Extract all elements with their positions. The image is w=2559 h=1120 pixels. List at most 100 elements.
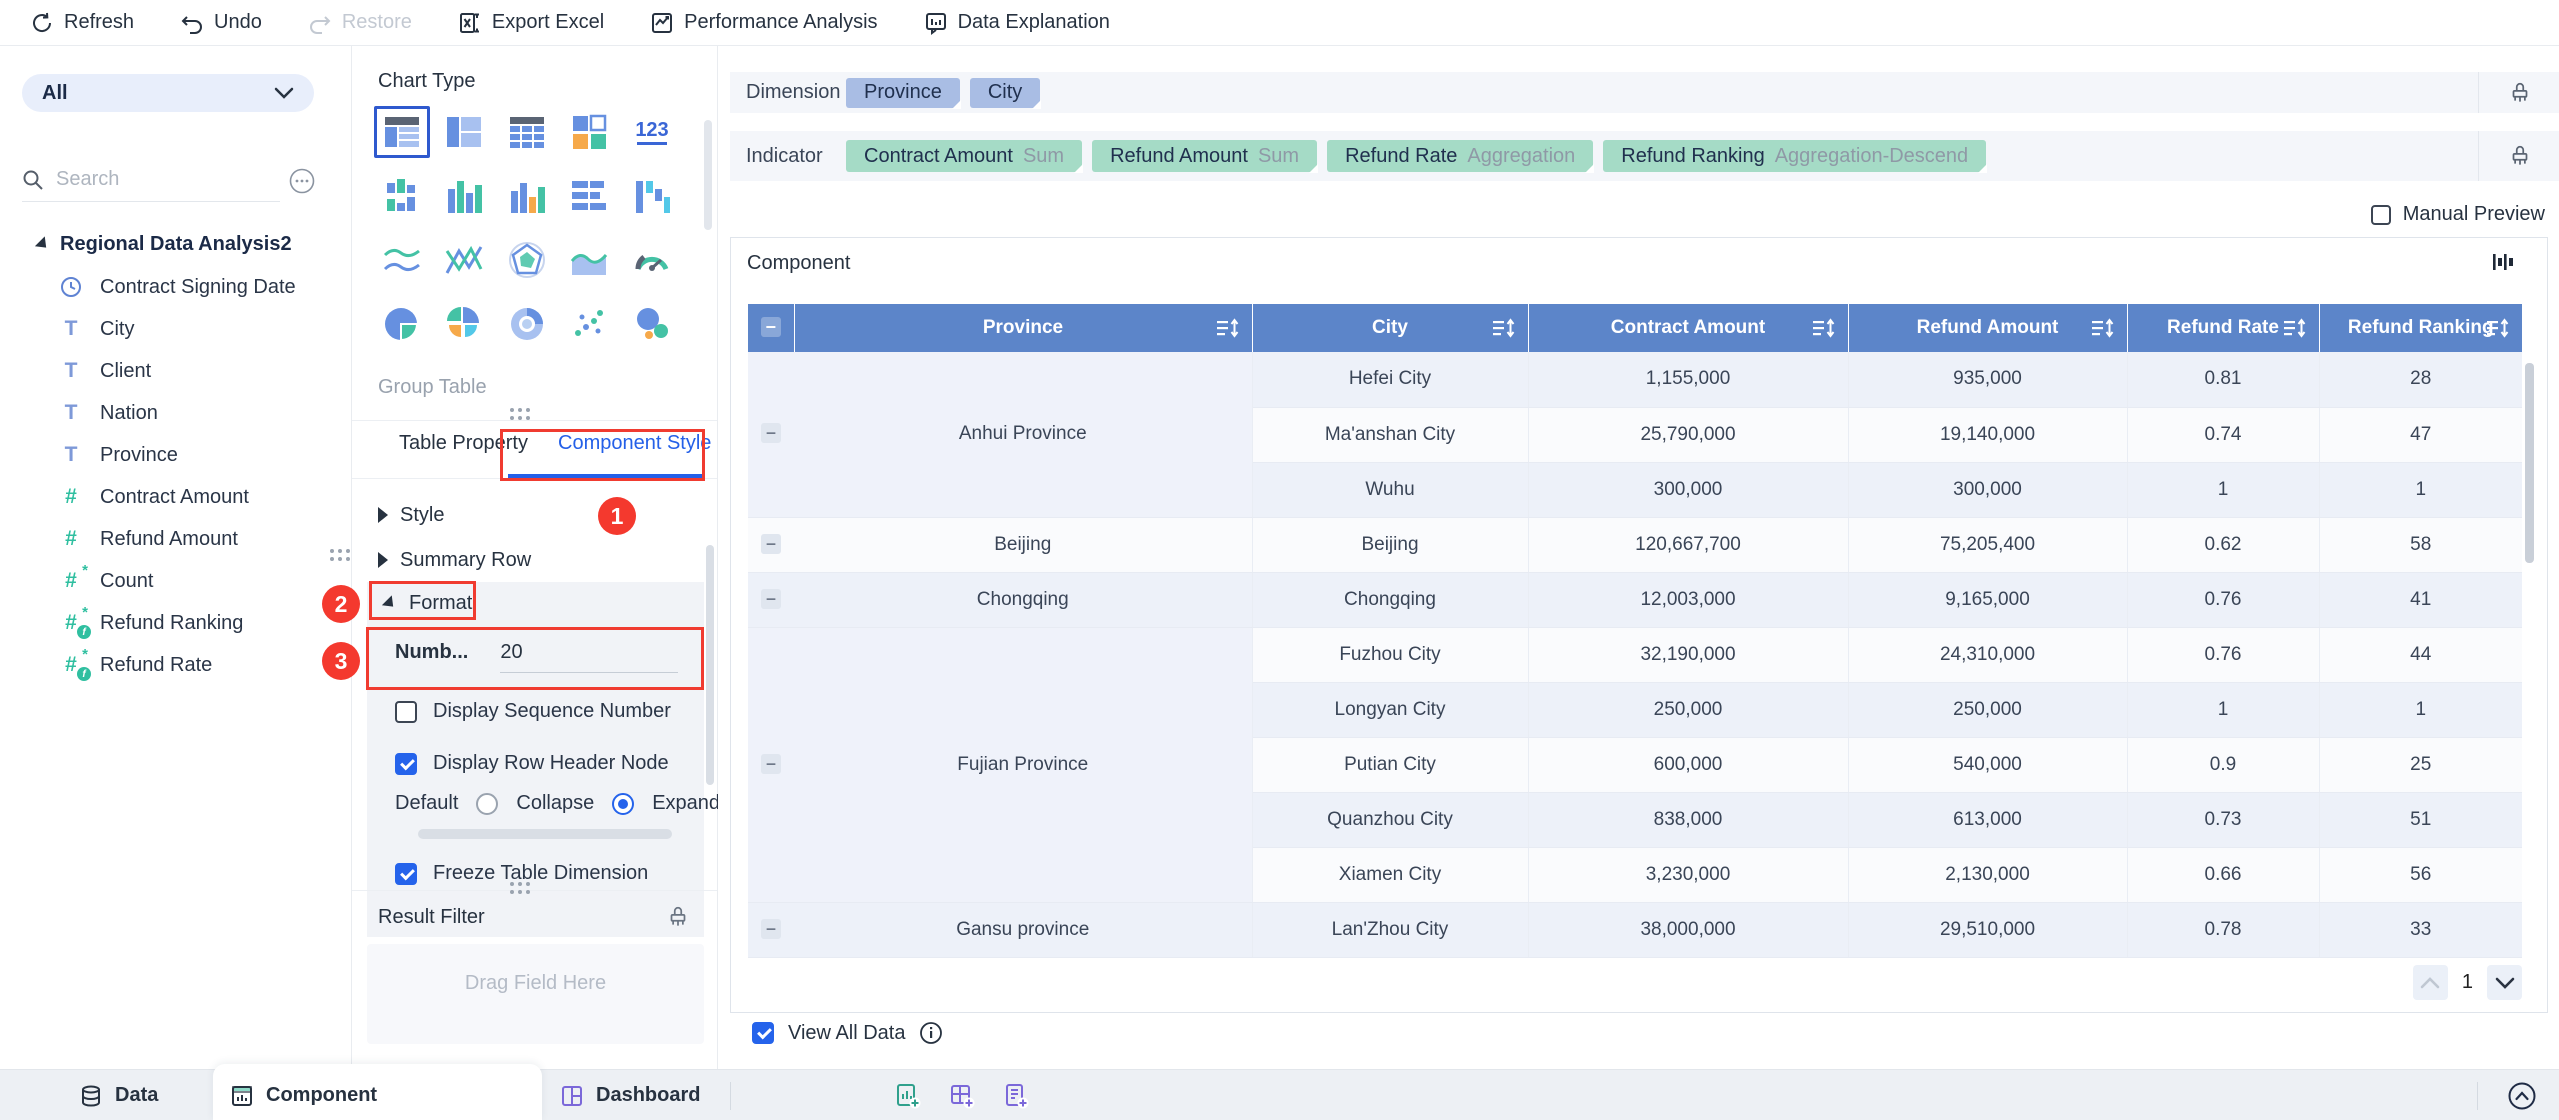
tab-component[interactable]: Component — [230, 1070, 377, 1120]
field-item-city[interactable]: T City — [36, 308, 341, 350]
search-more-icon[interactable] — [289, 168, 315, 194]
field-filter-dropdown[interactable]: All — [22, 74, 314, 112]
column-header-city[interactable]: City — [1252, 304, 1529, 352]
property-panel-scrollbar[interactable] — [706, 545, 714, 785]
refresh-button[interactable]: Refresh — [30, 11, 134, 35]
collapse-all-header[interactable]: − — [748, 304, 795, 352]
chart-type-group-table-icon[interactable] — [374, 106, 430, 158]
field-item-province[interactable]: T Province — [36, 434, 341, 476]
field-item-refund-rate[interactable]: # * f Refund Rate — [36, 644, 341, 686]
column-header-refund-rate[interactable]: Refund Rate — [2127, 304, 2320, 352]
sort-icon[interactable] — [2486, 318, 2512, 338]
collapse-group-icon[interactable]: − — [761, 423, 781, 444]
chart-type-donut-icon[interactable] — [499, 298, 555, 350]
view-all-data-checkbox[interactable] — [752, 1022, 774, 1044]
indicator-pill-refund-ranking[interactable]: Refund Ranking Aggregation-Descend — [1603, 140, 1988, 173]
panel-drag-handle[interactable] — [510, 408, 530, 420]
chart-type-radar-icon[interactable] — [499, 234, 555, 286]
add-component-icon[interactable] — [895, 1083, 921, 1109]
field-item-count[interactable]: # * Count — [36, 560, 341, 602]
chart-type-line-icon[interactable] — [374, 234, 430, 286]
undo-button[interactable]: Undo — [180, 11, 262, 35]
section-summary-row[interactable]: Summary Row — [378, 543, 531, 577]
chart-type-column-mixed-icon[interactable] — [499, 170, 555, 222]
number-format-input[interactable]: 20 — [500, 641, 679, 673]
field-item-contract-signing-date[interactable]: Contract Signing Date — [36, 266, 341, 308]
export-excel-button[interactable]: Export Excel — [458, 11, 604, 35]
column-header-contract-amount[interactable]: Contract Amount — [1528, 304, 1849, 352]
column-header-province[interactable]: Province — [794, 304, 1253, 352]
chart-type-scatter-icon[interactable] — [561, 298, 617, 350]
chart-type-column-icon[interactable] — [436, 170, 492, 222]
chart-type-bubble-icon[interactable] — [624, 298, 680, 350]
freeze-table-dimension-checkbox[interactable] — [395, 862, 417, 885]
sort-icon[interactable] — [2283, 318, 2309, 338]
add-block-icon[interactable] — [949, 1083, 975, 1109]
sort-icon[interactable] — [1492, 318, 1518, 338]
display-row-header-checkbox[interactable] — [395, 752, 417, 775]
indicator-pill-refund-amount[interactable]: Refund Amount Sum — [1092, 140, 1319, 173]
clear-indicator-icon[interactable] — [2507, 143, 2533, 169]
add-report-icon[interactable] — [1003, 1083, 1029, 1109]
chart-type-detail-table-icon[interactable] — [499, 106, 555, 158]
page-up-button[interactable] — [2412, 965, 2448, 1000]
chart-type-multi-line-icon[interactable] — [436, 234, 492, 286]
field-item-nation[interactable]: T Nation — [36, 392, 341, 434]
page-number[interactable]: 1 — [2461, 971, 2473, 993]
chart-type-number-123-icon[interactable]: 123 — [624, 106, 680, 158]
chart-type-area-icon[interactable] — [561, 234, 617, 286]
collapse-radio[interactable] — [476, 792, 499, 815]
section-style[interactable]: Style — [378, 498, 444, 532]
tab-component-style[interactable]: Component Style — [558, 432, 712, 454]
field-item-refund-amount[interactable]: # Refund Amount — [36, 518, 341, 560]
chart-type-waterfall-icon[interactable] — [624, 170, 680, 222]
clear-dimension-icon[interactable] — [2507, 80, 2533, 106]
dimension-pill-province[interactable]: Province — [846, 77, 961, 109]
sort-icon[interactable] — [1216, 318, 1242, 338]
sidebar-drag-handle[interactable] — [330, 549, 350, 561]
tab-table-property[interactable]: Table Property — [399, 432, 528, 454]
collapse-group-icon[interactable]: − — [761, 588, 781, 609]
chart-grid-scrollbar[interactable] — [704, 120, 712, 230]
tab-dashboard[interactable]: Dashboard — [560, 1070, 700, 1120]
switch-chart-icon[interactable] — [2491, 250, 2517, 274]
indicator-pill-contract-amount[interactable]: Contract Amount Sum — [846, 140, 1084, 173]
indicator-pill-refund-rate[interactable]: Refund Rate Aggregation — [1327, 140, 1595, 173]
table-scrollbar[interactable] — [2525, 363, 2534, 563]
tab-data[interactable]: Data — [79, 1070, 158, 1120]
info-icon[interactable] — [919, 1021, 943, 1045]
chart-type-bar-icon[interactable] — [561, 170, 617, 222]
chart-type-cross-table-icon[interactable] — [436, 106, 492, 158]
dimension-pill-city[interactable]: City — [969, 77, 1042, 109]
field-item-client[interactable]: T Client — [36, 350, 341, 392]
chart-type-gauge-icon[interactable] — [624, 234, 680, 286]
display-sequence-number-checkbox[interactable] — [395, 700, 417, 723]
format-horizontal-scrollbar[interactable] — [418, 829, 672, 839]
chart-type-pie-icon[interactable] — [374, 298, 430, 350]
chart-type-stacked-column-icon[interactable] — [374, 170, 430, 222]
expand-radio[interactable] — [612, 792, 635, 815]
filter-drag-handle[interactable] — [510, 882, 530, 894]
column-header-refund-ranking[interactable]: Refund Ranking — [2319, 304, 2522, 352]
collapse-bar-icon[interactable] — [2507, 1081, 2537, 1111]
collapse-group-icon[interactable]: − — [761, 918, 781, 939]
page-down-button[interactable] — [2487, 965, 2522, 1000]
section-format[interactable]: Format — [381, 586, 472, 620]
clear-filter-icon[interactable] — [665, 904, 691, 930]
manual-preview-checkbox[interactable] — [2370, 204, 2391, 225]
dataset-node[interactable]: Regional Data Analysis2 — [34, 222, 341, 266]
column-header-refund-amount[interactable]: Refund Amount — [1848, 304, 2128, 352]
collapse-group-icon[interactable]: − — [761, 533, 781, 554]
data-explanation-button[interactable]: Data Explanation — [924, 11, 1110, 35]
chart-type-kpi-grid-icon[interactable] — [561, 106, 617, 158]
chart-type-rose-icon[interactable] — [436, 298, 492, 350]
result-filter-drop-area[interactable]: Drag Field Here — [367, 944, 704, 1044]
collapse-all-icon[interactable]: − — [760, 317, 781, 337]
field-item-contract-amount[interactable]: # Contract Amount — [36, 476, 341, 518]
field-search-input[interactable]: Search — [22, 158, 280, 202]
field-item-refund-ranking[interactable]: # * f Refund Ranking — [36, 602, 341, 644]
sort-icon[interactable] — [2091, 318, 2117, 338]
sort-icon[interactable] — [1812, 318, 1838, 338]
performance-analysis-button[interactable]: Performance Analysis — [650, 11, 878, 35]
collapse-group-icon[interactable]: − — [761, 753, 781, 774]
